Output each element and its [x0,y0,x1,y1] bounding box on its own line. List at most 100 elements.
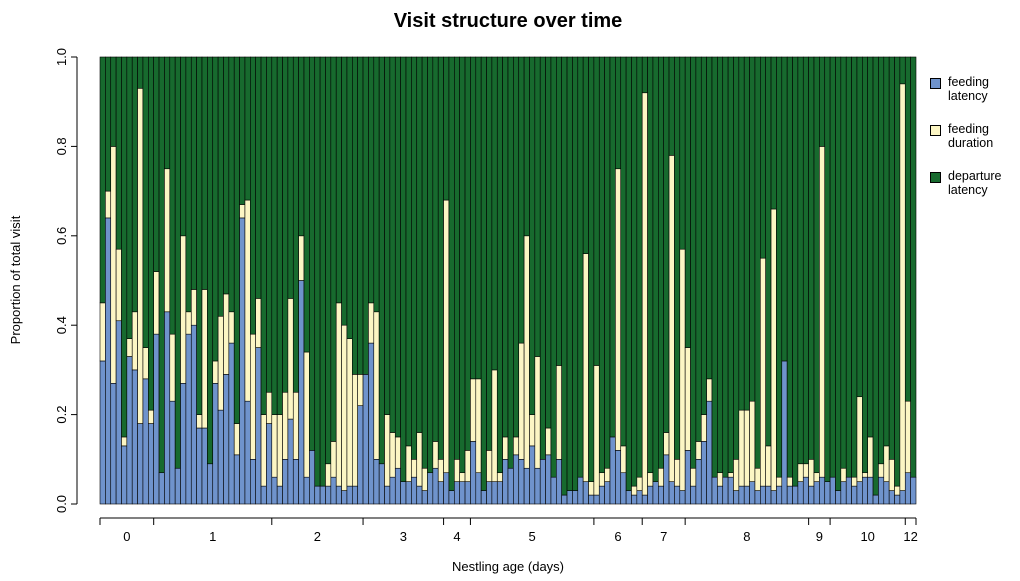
bar-segment [856,56,863,398]
bar-segment [212,56,219,362]
y-tick-label: 0.0 [54,495,69,513]
bar-segment [110,146,117,384]
bar-segment [851,485,858,505]
bar-segment [674,485,681,505]
bar-segment [717,472,724,487]
bar-segment [282,391,289,460]
bar-segment [158,56,165,474]
bar-segment [362,56,369,375]
bar-segment [797,463,804,482]
bar-segment [862,476,868,505]
bar-segment [207,463,214,505]
bar-segment [201,289,208,429]
x-tick-label: 9 [816,529,823,544]
bar-segment [153,56,160,272]
bar-segment [276,485,283,505]
bar-segment [647,485,654,505]
bar-segment [244,56,251,201]
bar-segment [303,56,310,353]
bar-segment [292,391,299,460]
bar-segment [266,56,273,393]
bar-segment [437,56,444,460]
bar-segment [550,56,557,478]
bar-segment [266,391,273,424]
bar-segment [496,481,503,505]
bar-segment [534,56,541,357]
bar-segment [577,56,584,478]
bar-segment [663,454,670,505]
bar-segment [196,56,203,415]
bar-segment [835,56,842,491]
bar-segment [276,414,283,487]
bar-segment [733,490,740,505]
bar-segment [464,56,471,451]
x-tick-label: 2 [314,529,321,544]
bar-segment [845,476,852,505]
bar-segment [217,56,224,317]
bar-segment [115,248,122,322]
bar-segment [593,365,600,496]
bar-segment [700,441,707,505]
bar-segment [432,56,439,442]
bar-segment [164,168,171,313]
bar-segment [615,56,622,170]
bar-segment [625,490,632,505]
bar-segment [722,476,729,505]
bar-segment [620,472,627,505]
bar-segment [733,458,740,491]
bar-segment [185,311,192,335]
bar-segment [228,311,235,344]
bar-segment [894,56,901,487]
bar-segment [448,490,455,505]
bar-segment [658,485,664,505]
x-tick-label: 12 [903,529,917,544]
legend-swatch [930,78,941,89]
bar-segment [679,56,686,250]
bar-segment [223,293,230,375]
bar-segment [706,400,713,505]
bar-segment [137,56,144,89]
bar-segment [368,302,375,344]
bar-segment [233,454,240,505]
bar-segment [539,56,546,460]
bar-segment [867,476,874,505]
bar-segment [507,56,514,469]
bar-segment [845,56,852,478]
legend-label: departure latency [948,169,1002,197]
bar-segment [201,427,208,505]
bar-segment [888,56,895,460]
bar-segment [829,56,836,478]
bar-segment [298,280,305,505]
bar-segment [330,441,337,478]
bar-segment [904,400,911,474]
bar-segment [513,454,520,505]
bar-segment [212,383,219,505]
bar-segment [862,56,868,474]
bar-segment [491,56,498,371]
bar-segment [518,458,525,505]
bar-segment [303,351,310,478]
bar-segment [652,56,659,482]
bar-segment [776,476,783,487]
x-tick-label: 0 [123,529,130,544]
bar-segment [437,481,444,505]
bar-segment [405,481,412,505]
bar-segment [260,56,267,415]
bar-segment [148,409,154,424]
bar-segment [341,324,348,491]
bar-segment [105,56,112,192]
bar-segment [529,445,536,505]
bar-segment [609,436,616,505]
bar-segment [491,481,498,505]
bar-segment [765,445,772,487]
bar-segment [738,485,745,505]
bar-segment [292,56,299,393]
bar-segment [840,481,847,505]
bar-segment [593,494,600,505]
bar-segment [878,463,885,478]
bar-segment [631,494,638,505]
bar-segment [647,472,654,487]
bar-segment [598,485,605,505]
bar-segment [126,338,133,357]
bar-segment [142,56,149,348]
